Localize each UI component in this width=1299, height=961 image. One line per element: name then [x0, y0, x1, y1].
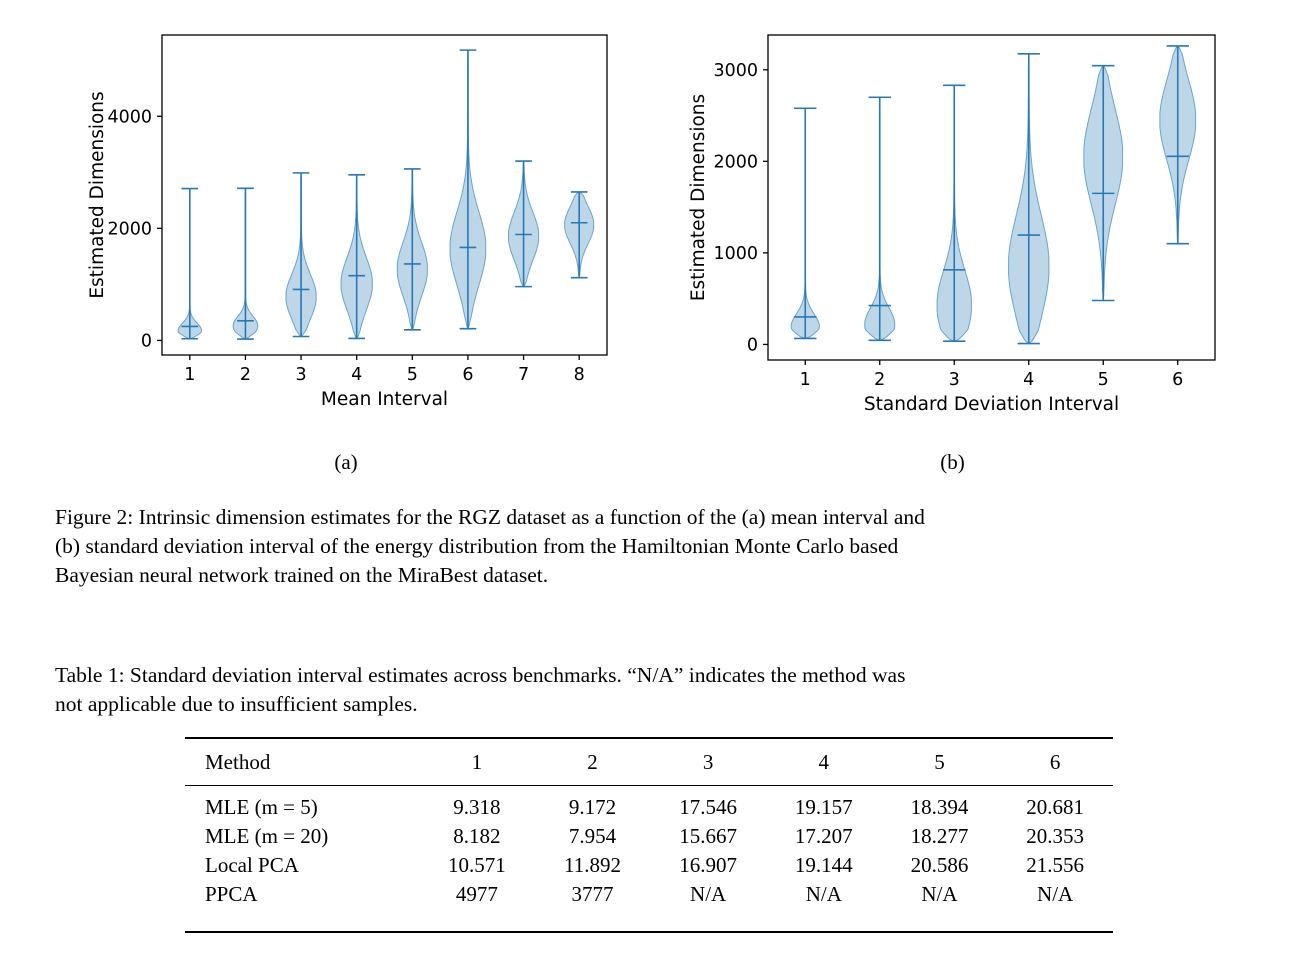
x-axis-label: Mean Interval: [321, 389, 448, 410]
value-cell: 20.586: [910, 853, 969, 877]
value-cell: 17.207: [794, 824, 853, 848]
x-tick-label: 5: [1098, 370, 1109, 390]
value-cell: 19.157: [794, 795, 853, 819]
value-cell: 9.172: [568, 795, 617, 819]
table-header-row: Method 1 2 3 4 5 6: [185, 738, 1113, 786]
method-cell: Local PCA: [205, 853, 299, 877]
value-cell: 20.353: [1026, 824, 1084, 848]
subfigure-label-a: (a): [334, 450, 358, 474]
y-tick-label: 2000: [713, 152, 758, 172]
x-tick-label: 1: [184, 365, 195, 385]
x-tick-label: 8: [574, 365, 585, 385]
value-cell: 10.571: [447, 853, 506, 877]
value-cell: 19.144: [794, 853, 853, 877]
x-tick-label: 3: [295, 365, 306, 385]
value-cell: 18.277: [910, 824, 969, 848]
value-cell: N/A: [921, 882, 958, 906]
value-cell: N/A: [690, 882, 727, 906]
table-header-cell: 1: [471, 750, 483, 774]
table-caption-line: not applicable due to insufficient sampl…: [55, 692, 418, 716]
table-header-cell: 4: [818, 750, 830, 774]
table-caption: Table 1: Standard deviation interval est…: [55, 661, 1247, 719]
violin-plot-mean-interval: 0 2000 4000 1 2 3 4 5 6 7 8 Mean Interval Estimated …: [87, 34, 608, 410]
x-tick-label: 2: [874, 370, 885, 390]
x-axis-label: Standard Deviation Interval: [864, 394, 1119, 415]
value-cell: 21.556: [1026, 853, 1084, 877]
table-row: PPCA 4977 3777 N/A N/A N/A N/A: [185, 880, 1113, 932]
y-tick-label: 0: [747, 335, 758, 355]
value-cell: 17.546: [679, 795, 737, 819]
y-axis-label: Estimated Dimensions: [87, 91, 108, 298]
x-tick-label: 1: [800, 370, 811, 390]
y-axis-label: Estimated Dimensions: [688, 94, 709, 301]
y-tick-label: 0: [141, 331, 152, 351]
value-cell: 15.667: [679, 824, 737, 848]
figure-caption-line: Bayesian neural network trained on the M…: [55, 563, 549, 587]
value-cell: 16.907: [679, 853, 737, 877]
figure-caption-line: Figure 2: Intrinsic dimension estimates …: [55, 505, 925, 529]
x-tick-label: 6: [462, 365, 473, 385]
value-cell: 20.681: [1026, 795, 1084, 819]
axes-frame: [767, 34, 1216, 361]
method-cell: MLE (m = 20): [205, 824, 329, 848]
table-1: Method 1 2 3 4 5 6 MLE (m = 5) 9.318 9.1…: [185, 737, 1113, 933]
table-row: Local PCA 10.571 11.892 16.907 19.144 20…: [185, 851, 1113, 880]
violin-plot-std-interval: 0 1000 2000 3000 1 2 3 4 5 6 Standard Deviation In…: [688, 34, 1216, 415]
figure-caption: Figure 2: Intrinsic dimension estimates …: [55, 503, 1247, 590]
x-tick-label: 2: [240, 365, 251, 385]
value-cell: 9.318: [453, 795, 501, 819]
table-header-cell: 5: [934, 750, 945, 774]
method-cell: PPCA: [205, 882, 258, 906]
table-row: MLE (m = 20) 8.182 7.954 15.667 17.207 1…: [185, 822, 1113, 851]
y-tick-label: 2000: [107, 219, 152, 239]
value-cell: 8.182: [453, 824, 501, 848]
method-cell: MLE (m = 5): [205, 795, 318, 819]
figure-caption-line: (b) standard deviation interval of the e…: [55, 534, 899, 558]
value-cell: 7.954: [568, 824, 617, 848]
x-tick-label: 4: [351, 365, 362, 385]
x-tick-label: 7: [518, 365, 529, 385]
table-header-cell: 6: [1049, 750, 1061, 774]
table-header-cell: 2: [587, 750, 598, 774]
x-tick-label: 3: [949, 370, 960, 390]
x-tick-label: 5: [407, 365, 418, 385]
subfigure-label-b: (b): [940, 450, 965, 474]
value-cell: N/A: [1037, 882, 1074, 906]
table-header-cell: Method: [205, 750, 271, 774]
x-tick-label: 6: [1172, 370, 1183, 390]
x-tick-label: 4: [1023, 370, 1034, 390]
value-cell: 18.394: [910, 795, 969, 819]
y-tick-label: 3000: [713, 61, 758, 81]
value-cell: N/A: [805, 882, 842, 906]
benchmark-table: Method 1 2 3 4 5 6 MLE (m = 5) 9.318 9.1…: [185, 737, 1113, 933]
table-header-cell: 3: [702, 750, 714, 774]
y-tick-label: 1000: [713, 244, 758, 264]
axes-frame: [161, 34, 608, 356]
value-cell: 4977: [455, 882, 498, 906]
value-cell: 11.892: [563, 853, 621, 877]
table-caption-line: Table 1: Standard deviation interval est…: [55, 663, 906, 687]
value-cell: 3777: [571, 882, 614, 906]
y-tick-label: 4000: [107, 107, 152, 127]
table-row: MLE (m = 5) 9.318 9.172 17.546 19.157 18…: [185, 786, 1113, 823]
